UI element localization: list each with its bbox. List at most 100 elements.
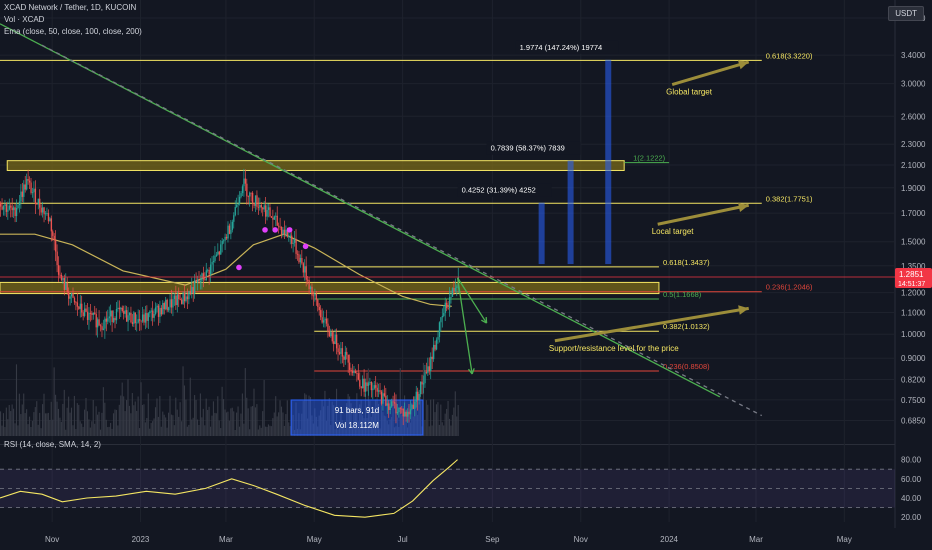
candle-body	[63, 278, 66, 290]
candle-body	[221, 241, 223, 245]
candle-body	[318, 306, 320, 311]
fib-level-label: 0.618(1.3437)	[663, 258, 710, 267]
candle-body	[36, 203, 38, 205]
price-range-bar	[538, 202, 545, 265]
volume-bar	[110, 422, 112, 436]
currency-badge[interactable]: USDT	[888, 6, 924, 21]
candle-body	[392, 401, 394, 403]
volume-bar	[346, 403, 348, 436]
candle-body	[450, 296, 452, 298]
candle-body	[359, 379, 361, 387]
price-range-label: 1.9774 (147.24%) 19774	[520, 43, 603, 52]
volume-bar	[59, 417, 61, 436]
volume-bar	[73, 395, 75, 436]
volume-bar	[266, 426, 268, 436]
price-range-label: 0.4252 (31.39%) 4252	[462, 186, 536, 195]
volume-bar	[230, 408, 232, 436]
candle-body	[289, 235, 291, 237]
y-tick-label: 1.2000	[901, 289, 926, 298]
candle-body	[73, 297, 76, 303]
candle-body	[389, 406, 391, 410]
volume-bar	[60, 421, 62, 436]
volume-bar	[121, 382, 123, 436]
candle-body	[330, 332, 332, 337]
volume-bar	[20, 414, 22, 436]
volume-bar	[159, 396, 161, 436]
candle-body	[454, 287, 457, 292]
candle-body	[202, 273, 205, 280]
candle-body	[17, 205, 19, 209]
volume-bar	[293, 429, 296, 436]
volume-bar	[434, 412, 436, 436]
candle-body	[50, 218, 52, 232]
volume-bar	[243, 423, 245, 436]
volume-bar	[49, 419, 51, 436]
candle-body	[120, 307, 122, 310]
volume-bar	[75, 429, 77, 436]
volume-bar	[375, 399, 377, 436]
volume-bar	[98, 411, 100, 436]
candle-body	[278, 225, 280, 227]
volume-bar	[341, 420, 343, 436]
volume-bar	[331, 401, 333, 436]
volume-bar	[344, 428, 346, 436]
candle-body	[427, 366, 429, 373]
candle-body	[198, 279, 200, 282]
volume-bar	[269, 425, 271, 436]
candle-body	[127, 315, 129, 322]
candle-body	[8, 205, 10, 210]
volume-bar	[30, 426, 32, 436]
volume-bar	[52, 419, 54, 436]
rsi-tick-label: 80.00	[901, 456, 922, 465]
candle-body	[366, 382, 368, 386]
annotation-text: Support/resistance level for the price	[549, 344, 679, 353]
candle-body	[173, 295, 176, 300]
candle-body	[272, 217, 274, 220]
volume-bar	[160, 426, 162, 436]
candle-body	[20, 191, 22, 202]
candle-body	[325, 318, 328, 324]
candle-body	[396, 412, 399, 414]
candle-body	[431, 356, 433, 360]
price-range-label: 0.7839 (58.37%) 7839	[491, 144, 565, 153]
candle-body	[218, 251, 220, 255]
candle-body	[270, 216, 273, 218]
volume-bar	[108, 426, 110, 436]
candle-body	[24, 184, 26, 190]
volume-bar	[280, 406, 283, 436]
signal-dot	[286, 227, 293, 233]
current-price-value: 1.2851	[899, 270, 924, 279]
y-tick-label: 1.9000	[901, 184, 926, 193]
volume-bar	[89, 427, 91, 436]
rsi-tick-label: 60.00	[901, 475, 922, 484]
candle-body	[296, 253, 299, 255]
candle-body	[2, 206, 5, 210]
candle-body	[372, 388, 374, 391]
volume-bar	[136, 410, 138, 436]
volume-bar	[363, 418, 365, 436]
rsi-legend: RSI (14, close, SMA, 14, 2)	[4, 440, 101, 449]
candle-body	[405, 411, 407, 417]
volume-bar	[401, 414, 403, 436]
annotation-text: Global target	[666, 88, 713, 97]
volume-bar	[240, 413, 242, 436]
volume-bar	[276, 416, 278, 436]
candle-body	[267, 207, 270, 210]
volume-bar	[282, 412, 284, 436]
candle-body	[262, 207, 264, 210]
volume-bar	[388, 424, 390, 436]
volume-bar	[380, 392, 382, 436]
candle-body	[367, 383, 370, 386]
volume-bar	[218, 420, 220, 436]
volume-bar	[40, 428, 42, 436]
candle-body	[18, 201, 21, 206]
candle-body	[115, 309, 118, 321]
candle-body	[47, 213, 50, 222]
candle-body	[425, 372, 428, 373]
volume-bar	[227, 411, 229, 436]
volume-bar	[437, 402, 439, 436]
candle-body	[333, 341, 335, 345]
volume-bar	[225, 412, 228, 436]
candle-body	[424, 372, 426, 384]
